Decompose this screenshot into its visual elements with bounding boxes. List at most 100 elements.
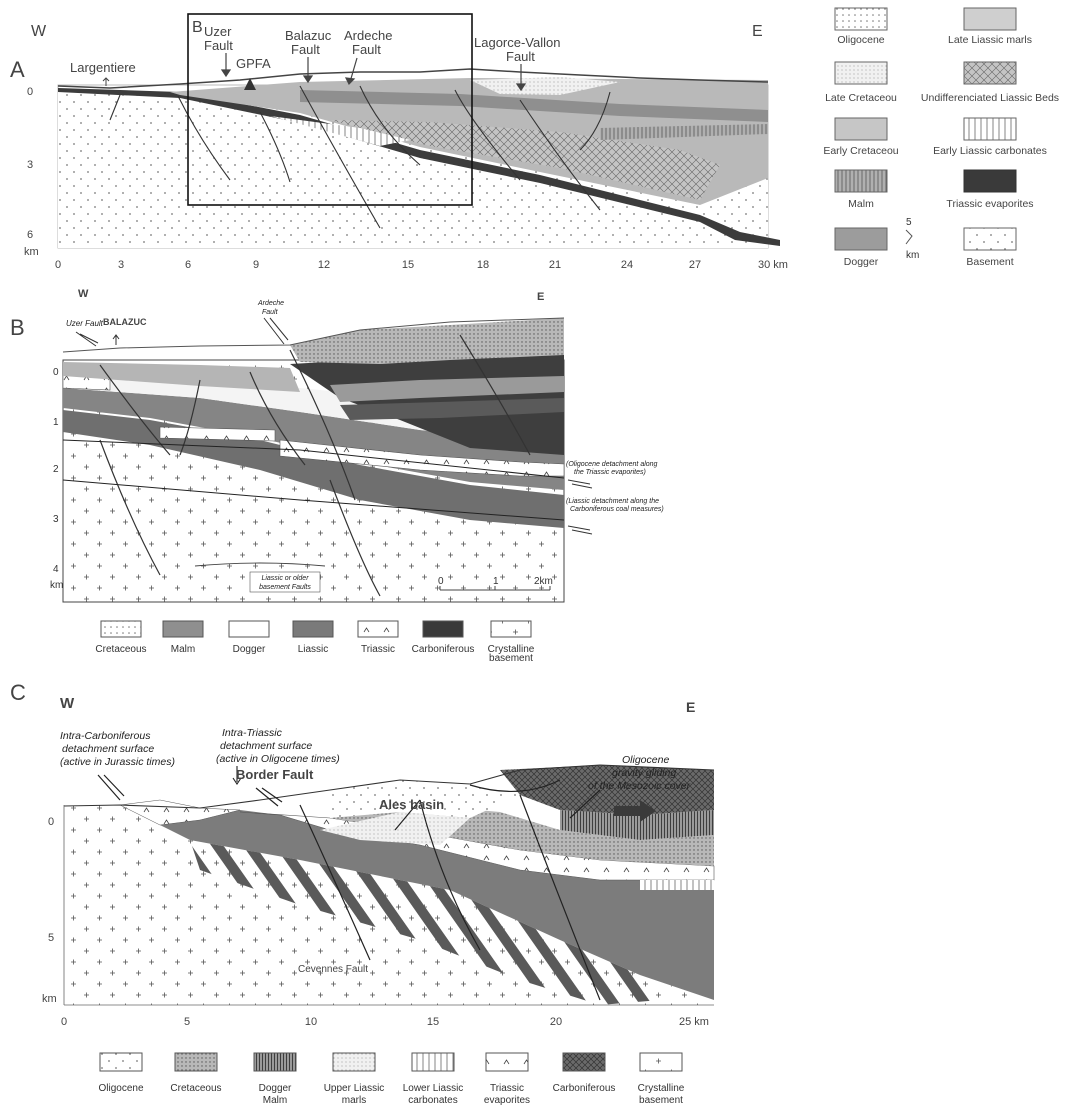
panel-b-ytick: 0 xyxy=(53,367,59,378)
legend-label: Dogger xyxy=(844,256,879,268)
legend-swatch-cretaceous-c xyxy=(174,1052,218,1072)
cretaceous-layer xyxy=(290,318,564,364)
panel-c-faults xyxy=(299,779,601,1001)
uzer-fault-label-2: Fault xyxy=(204,38,233,53)
intra-trias-arrow xyxy=(232,766,242,785)
balazuc-fault-label-2: Fault xyxy=(291,42,320,57)
legend-label: Oligocene xyxy=(837,34,884,46)
legend-swatch-malm xyxy=(162,620,204,638)
panel-a-ytick-km: km xyxy=(24,246,39,258)
legend-label: Early Liassic carbonates xyxy=(933,145,1047,157)
legend-label: Crystalline xyxy=(488,644,535,655)
ardeche-fault-label-1: Ardeche xyxy=(344,28,392,43)
legend-swatch-dogger-malm-c xyxy=(253,1052,297,1072)
legend-swatch-carboniferous xyxy=(422,620,464,638)
oligocene-detachment-1: (Oligocene detachment along xyxy=(566,461,658,468)
gliding-3: of the Mesozoic cover xyxy=(588,780,691,792)
panel-a-xtick: 15 xyxy=(402,259,414,271)
panel-a-xtick: 18 xyxy=(477,259,489,271)
panel-b-ytick: 1 xyxy=(53,417,59,428)
legend-label: Malm xyxy=(848,198,874,210)
legend-label: Lower Liassic xyxy=(403,1083,464,1094)
ales-basin-label: Ales basin xyxy=(379,797,444,812)
ardeche-fault-label-2: Fault xyxy=(352,42,381,57)
legend-label: carbonates xyxy=(408,1095,457,1106)
legend-swatch-triassic-evaporites xyxy=(963,169,1017,193)
legend-swatch-oligocene xyxy=(834,7,888,31)
upper-liassic-c xyxy=(320,812,470,845)
gliding-arrow-icon xyxy=(614,800,656,822)
detachment-arrow xyxy=(567,525,593,535)
legend-swatch-cretaceous xyxy=(100,620,142,638)
scale-1: 1 xyxy=(493,576,499,587)
panel-c-ytick: 5 xyxy=(48,932,54,944)
panel-b-ytick: 4 xyxy=(53,564,59,575)
legend-label: Triassic evaporites xyxy=(946,198,1033,210)
panel-a-xtick: 12 xyxy=(318,259,330,271)
intra-trias-3: (active in Oligocene times) xyxy=(216,753,340,765)
panel-c-xtick: 25 km xyxy=(679,1016,709,1028)
basement-faults-2: basement Faults xyxy=(259,584,311,591)
intra-carboniferous-band xyxy=(190,840,660,1005)
legend-label: Late Cretaceou xyxy=(825,92,897,104)
oligocene-layer xyxy=(470,77,620,95)
largentiere-well-icon xyxy=(102,77,110,86)
panel-a-xtick: 9 xyxy=(253,259,259,271)
legend-swatch-oligocene-c xyxy=(99,1052,143,1072)
carboniferous-layer xyxy=(63,410,564,528)
legend-label: Triassic xyxy=(490,1083,524,1094)
panel-c-ytick: 0 xyxy=(48,816,54,828)
undifferentiated-liassic-layer xyxy=(330,120,720,200)
legend-label: Cretaceous xyxy=(95,644,146,655)
oligocene-detachment-2: the Triassic evaporites) xyxy=(574,469,646,476)
legend-swatch-carboniferous-c xyxy=(562,1052,606,1072)
legend-swatch-early-cretaceous xyxy=(834,117,888,141)
panel-a-ytick-3: 3 xyxy=(27,159,33,171)
panel-c-xtick: 0 xyxy=(61,1016,67,1028)
lagorce-fault-label-2: Fault xyxy=(506,49,535,64)
topographic-surface xyxy=(57,68,769,89)
uzer-fault-label-1: Uzer xyxy=(204,24,232,39)
legend-label: Dogger xyxy=(259,1083,292,1094)
balazuc-label: BALAZUC xyxy=(103,317,147,327)
legend-scale-unit: km xyxy=(906,250,919,261)
legend-label: Basement xyxy=(966,256,1013,268)
gpfa-marker xyxy=(244,78,256,90)
panel-a-xtick: 30 km xyxy=(758,259,788,271)
largentiere-label: Largentiere xyxy=(70,60,136,75)
fault-arrows xyxy=(220,53,527,92)
legend-swatch-crystalline xyxy=(490,620,532,638)
legend-label: Cretaceous xyxy=(170,1083,221,1094)
liassic-detachment-1: (Liassic detachment along the xyxy=(566,498,659,505)
dogger-band xyxy=(300,90,768,122)
intra-carb-1: Intra-Carboniferous xyxy=(60,730,151,742)
legend-swatch-basement xyxy=(963,227,1017,251)
legend-label: Late Liassic marls xyxy=(948,34,1032,46)
panel-c-west-label: W xyxy=(60,695,75,712)
panel-a-xtick: 24 xyxy=(621,259,633,271)
border-fault-arrows xyxy=(255,787,283,807)
panel-a: A W E Largentier xyxy=(10,7,1059,271)
scale-0: 0 xyxy=(438,576,444,587)
panel-c-ytick: km xyxy=(42,993,57,1005)
intra-carb-2: detachment surface xyxy=(62,743,154,755)
panel-c-xtick: 10 xyxy=(305,1016,317,1028)
legend-label: Triassic xyxy=(361,644,395,655)
topographic-surface-b xyxy=(62,317,565,353)
basement-faults-bracket xyxy=(194,562,326,567)
legend-label: Undifferenciated Liassic Beds xyxy=(921,92,1059,104)
panel-b-letter: B xyxy=(10,315,25,340)
legend-swatch-dogger xyxy=(228,620,270,638)
panel-a-east-label: E xyxy=(752,23,763,40)
legend-swatch-triassic-c xyxy=(485,1052,529,1072)
detachment-arrow xyxy=(567,479,593,489)
basement-faults-box xyxy=(249,571,321,593)
panel-b-ytick: 2 xyxy=(53,464,59,475)
intra-carb-arrows xyxy=(97,774,125,801)
panel-a-xtick: 27 xyxy=(689,259,701,271)
legend-label: evaporites xyxy=(484,1095,530,1106)
panel-b-ardeche-1: Ardeche xyxy=(257,300,284,307)
intra-trias-1: Intra-Triassic xyxy=(222,727,283,739)
legend-label: Liassic xyxy=(298,644,329,655)
legend-label: Carboniferous xyxy=(412,644,475,655)
